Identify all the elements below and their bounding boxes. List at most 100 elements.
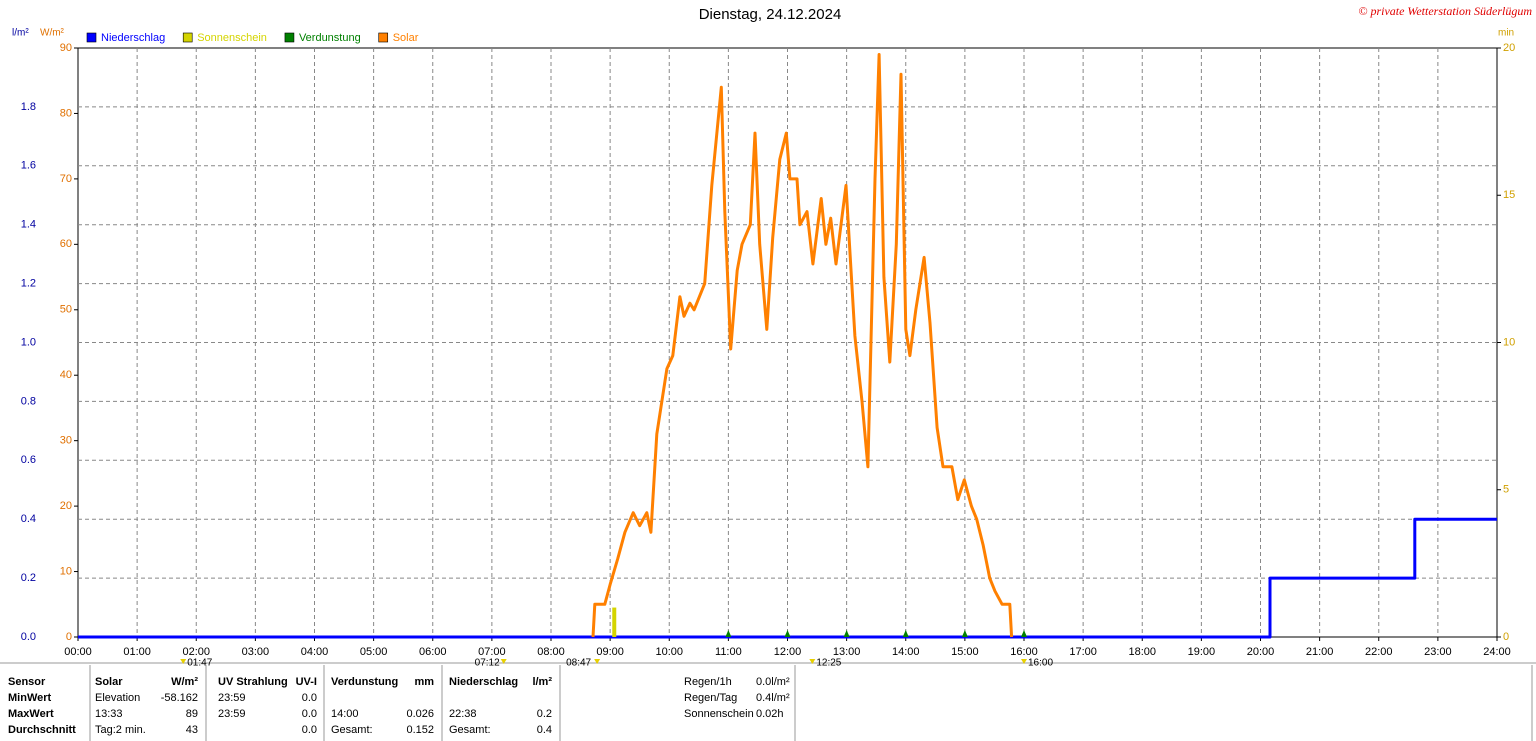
x-tick-label: 23:00 [1424, 646, 1452, 658]
sun-marker [500, 659, 507, 664]
table-cell: Durchschnitt [8, 724, 76, 736]
x-tick-label: 06:00 [419, 646, 447, 658]
y3-tick-label: 0 [1503, 631, 1509, 643]
x-tick-label: 21:00 [1306, 646, 1334, 658]
x-tick-label: 15:00 [951, 646, 979, 658]
info-label: Sonnenschein [684, 708, 754, 720]
x-tick-label: 09:00 [596, 646, 624, 658]
table-cell: 0.026 [406, 708, 434, 720]
x-tick-label: 00:00 [64, 646, 92, 658]
y-tick-label: 1.0 [21, 336, 36, 348]
table-cell: MaxWert [8, 708, 54, 720]
table-cell: Gesamt: [449, 724, 491, 736]
marker [961, 630, 968, 637]
y2-tick-label: 80 [60, 107, 72, 119]
x-tick-label: 17:00 [1069, 646, 1097, 658]
info-value: 0.4l/m² [756, 692, 790, 704]
y2-tick-label: 60 [60, 238, 72, 250]
info-label: Regen/Tag [684, 692, 737, 704]
legend-swatch [86, 32, 97, 43]
table-header: Sensor [8, 676, 46, 688]
table-cell: 0.2 [537, 708, 552, 720]
y2-tick-label: 50 [60, 304, 72, 316]
y3-tick-label: 15 [1503, 189, 1515, 201]
y2-tick-label: 10 [60, 565, 72, 577]
table-cell: MinWert [8, 692, 52, 704]
x-tick-label: 10:00 [655, 646, 683, 658]
sun-marker [809, 659, 816, 664]
marker [843, 630, 850, 637]
y-axis-label: l/m² [12, 28, 29, 39]
table-cell: 0.152 [406, 724, 434, 736]
sun-marker [180, 659, 187, 664]
table-cell: 23:59 [218, 692, 246, 704]
table-header: mm [414, 676, 434, 688]
series-line [591, 53, 1014, 638]
legend-label: Solar [393, 32, 419, 44]
table-cell: Elevation [95, 692, 140, 704]
info-label: Regen/1h [684, 676, 732, 688]
table-cell: 0.4 [537, 724, 552, 736]
table-header: UV-I [296, 676, 317, 688]
sun-label: 07:12 [475, 658, 500, 669]
x-tick-label: 11:00 [715, 646, 742, 658]
x-tick-label: 22:00 [1365, 646, 1393, 658]
y-tick-label: 1.6 [21, 160, 36, 172]
marker [1021, 630, 1027, 637]
marker [784, 630, 791, 637]
y-tick-label: 0.8 [21, 395, 36, 407]
x-tick-label: 14:00 [892, 646, 920, 658]
x-tick-label: 19:00 [1188, 646, 1216, 658]
x-tick-label: 16:00 [1010, 646, 1038, 658]
y3-tick-label: 20 [1503, 42, 1515, 54]
table-cell: -58.162 [161, 692, 198, 704]
y-tick-label: 0.2 [21, 572, 36, 584]
y-tick-label: 0.6 [21, 454, 36, 466]
table-cell: Gesamt: [331, 724, 373, 736]
x-tick-label: 02:00 [182, 646, 210, 658]
y-tick-label: 1.4 [21, 219, 36, 231]
y3-tick-label: 5 [1503, 484, 1509, 496]
legend-label: Verdunstung [299, 32, 361, 44]
table-cell: 89 [186, 708, 198, 720]
table-cell: Tag:2 min. [95, 724, 146, 736]
y-tick-label: 0.4 [21, 513, 36, 525]
sun-marker [1021, 659, 1027, 664]
table-header: l/m² [532, 676, 552, 688]
series-line [78, 517, 1497, 639]
x-tick-label: 20:00 [1247, 646, 1275, 658]
y2-tick-label: 40 [60, 369, 72, 381]
chart-title: Dienstag, 24.12.2024 [699, 6, 842, 23]
table-header: W/m² [171, 676, 198, 688]
sun-label: 16:00 [1028, 658, 1053, 669]
y2-tick-label: 0 [66, 631, 72, 643]
y-tick-label: 1.8 [21, 101, 36, 113]
x-tick-label: 13:00 [833, 646, 861, 658]
x-tick-label: 04:00 [301, 646, 329, 658]
legend-label: Sonnenschein [197, 32, 267, 44]
table-header: Verdunstung [331, 676, 398, 688]
y-tick-label: 0.0 [21, 631, 36, 643]
table-cell: 0.0 [302, 724, 317, 736]
sun-label: 01:47 [187, 658, 212, 669]
y-tick-label: 1.2 [21, 278, 36, 290]
marker [902, 630, 909, 637]
marker [725, 630, 732, 637]
table-header: UV Strahlung [218, 676, 288, 688]
x-tick-label: 01:00 [123, 646, 151, 658]
bar [612, 607, 617, 637]
table-cell: 43 [186, 724, 198, 736]
x-tick-label: 08:00 [537, 646, 565, 658]
y2-tick-label: 90 [60, 42, 72, 54]
y2-tick-label: 70 [60, 173, 72, 185]
sun-label: 08:47 [566, 658, 591, 669]
legend-swatch [182, 32, 193, 43]
table-cell: 23:59 [218, 708, 246, 720]
legend-label: Niederschlag [101, 32, 165, 44]
table-header: Solar [95, 676, 123, 688]
table-header: Niederschlag [449, 676, 518, 688]
info-value: 0.02h [756, 708, 784, 720]
table-cell: 0.0 [302, 708, 317, 720]
sun-label: 12:25 [816, 658, 841, 669]
